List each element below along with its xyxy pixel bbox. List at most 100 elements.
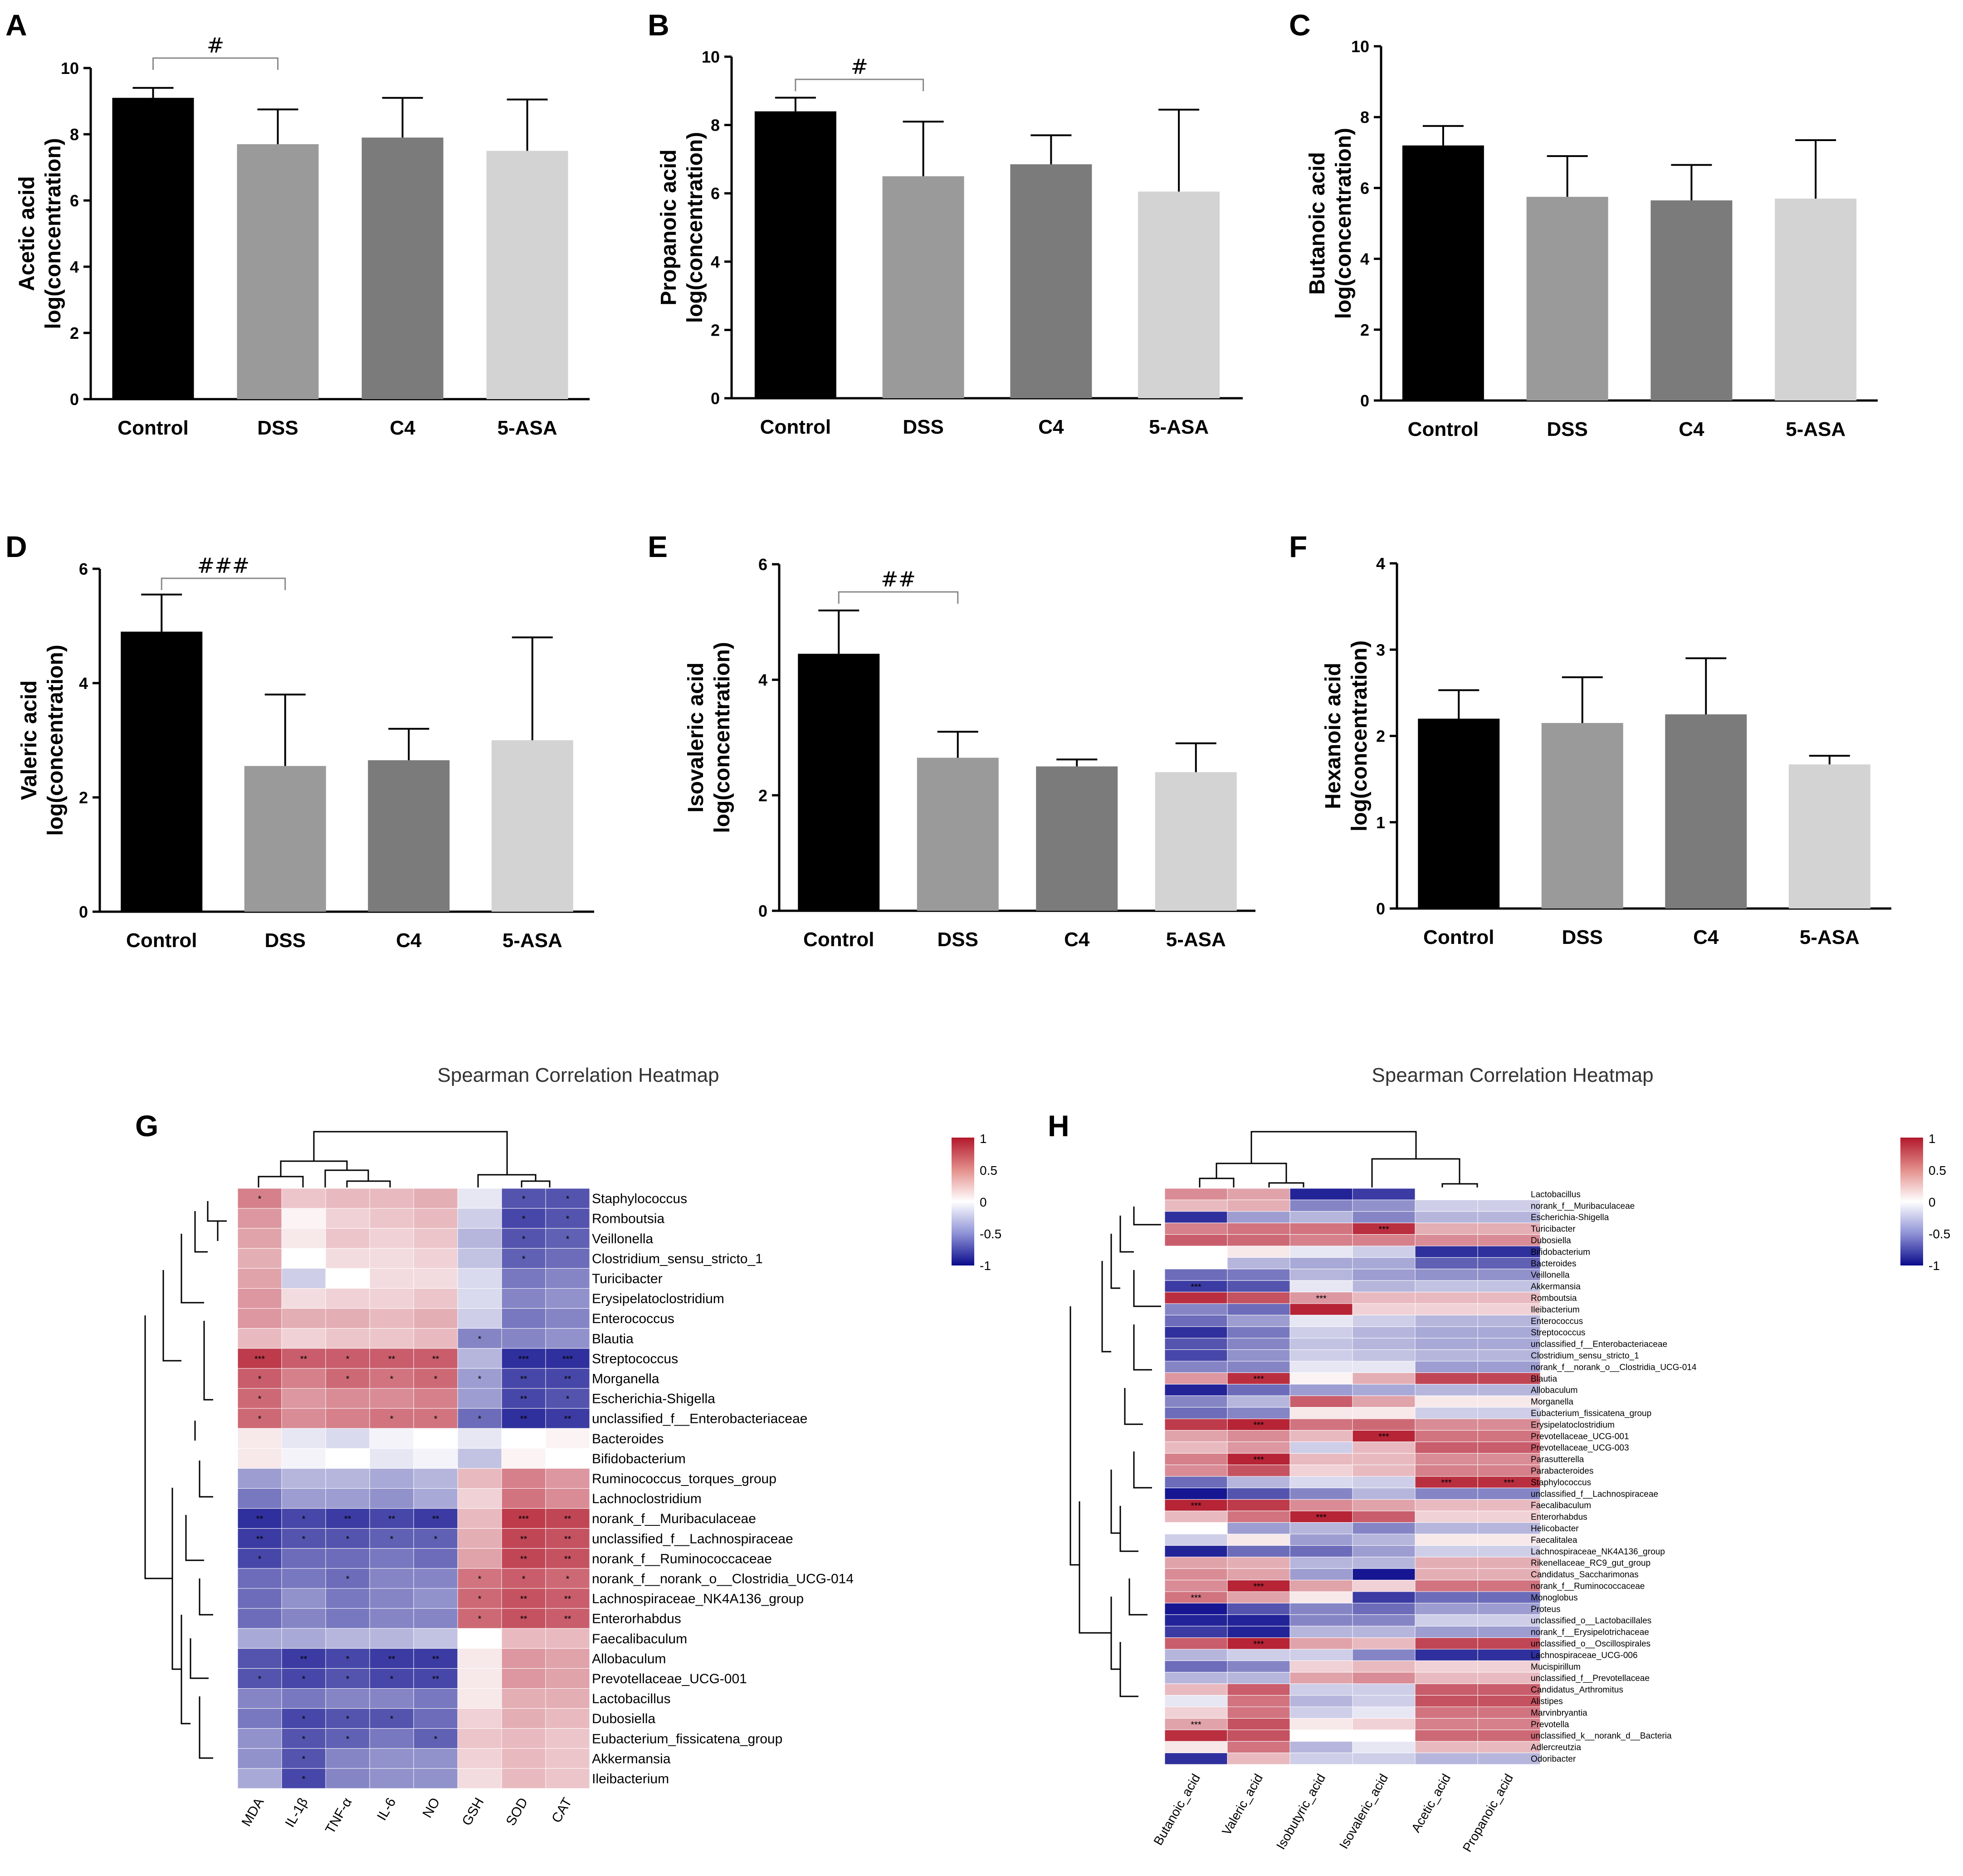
heatmap-cell — [1477, 1476, 1541, 1488]
significance-star: *** — [1253, 1455, 1264, 1465]
heatmap-cell — [413, 1588, 458, 1609]
heatmap-cell — [1227, 1753, 1290, 1765]
heatmap-cell — [501, 1228, 546, 1249]
significance-star: ** — [256, 1514, 264, 1524]
heatmap-cell — [457, 1668, 502, 1689]
heatmap-cell — [325, 1368, 370, 1389]
heatmap-cell — [1415, 1453, 1478, 1466]
heatmap-cell — [1289, 1234, 1353, 1246]
heatmap-cell — [413, 1568, 458, 1589]
heatmap-row-label: Ileibacterium — [1531, 1305, 1580, 1314]
heatmap-cell — [1352, 1660, 1416, 1673]
heatmap-cell — [457, 1428, 502, 1449]
significance-star: ** — [520, 1374, 527, 1384]
heatmap-cell — [1415, 1729, 1478, 1742]
heatmap-cell — [237, 1328, 282, 1349]
heatmap-cell — [1477, 1222, 1541, 1235]
colorbar-h-tick-neg0.5: -0.5 — [1929, 1227, 1950, 1241]
significance-star: *** — [1253, 1639, 1264, 1649]
y-tick-label: 1 — [1376, 813, 1385, 832]
significance-star: * — [522, 1574, 526, 1584]
heatmap-cell — [1227, 1499, 1290, 1511]
heatmap-column-label: Valeric_acid — [1219, 1772, 1265, 1838]
heatmap-cell — [1227, 1591, 1290, 1603]
heatmap-cell — [1352, 1614, 1416, 1627]
heatmap-cell — [1289, 1465, 1353, 1477]
heatmap-cell — [1227, 1292, 1290, 1304]
colorbar-h-tick-neg1: -1 — [1929, 1259, 1940, 1273]
heatmap-cell — [281, 1328, 326, 1349]
heatmap-cell — [1415, 1580, 1478, 1592]
heatmap-cell — [457, 1348, 502, 1369]
heatmap-cell — [325, 1748, 370, 1769]
y-tick-label: 6 — [758, 555, 767, 574]
heatmap-cell — [237, 1688, 282, 1709]
heatmap-cell — [1227, 1234, 1290, 1246]
heatmap-cell — [545, 1708, 590, 1729]
heatmap-cell — [237, 1508, 282, 1529]
heatmap-cell — [457, 1748, 502, 1769]
significance-star: * — [434, 1734, 438, 1744]
heatmap-g-row-dendrogram — [144, 1201, 227, 1759]
heatmap-cell — [1352, 1338, 1416, 1350]
heatmap-cell — [501, 1248, 546, 1269]
heatmap-cell — [281, 1408, 326, 1429]
significance-star: * — [258, 1674, 262, 1684]
y-tick-label: 6 — [711, 184, 720, 203]
heatmap-cell — [1289, 1395, 1353, 1408]
heatmap-row-label: Faecalibaculum — [1531, 1501, 1591, 1510]
heatmap-cell — [281, 1308, 326, 1329]
heatmap-cell — [1477, 1361, 1541, 1373]
y-tick-label: 2 — [711, 321, 720, 339]
category-label: Control — [803, 928, 874, 951]
heatmap-cell — [1289, 1476, 1353, 1488]
heatmap-cell — [1415, 1465, 1478, 1477]
heatmap-cell — [237, 1448, 282, 1469]
significance-star: *** — [1191, 1501, 1201, 1511]
heatmap-cell — [1477, 1729, 1541, 1742]
heatmap-cell — [545, 1648, 590, 1669]
heatmap-row-label: Dubosiella — [592, 1711, 655, 1726]
significance-star: * — [434, 1534, 438, 1544]
heatmap-cell — [1352, 1626, 1416, 1638]
heatmap-cell — [369, 1228, 414, 1249]
colorbar-h-tick-0.5: 0.5 — [1929, 1163, 1946, 1177]
significance-star: ** — [432, 1354, 439, 1364]
significance-star: * — [478, 1334, 482, 1344]
heatmap-cell — [281, 1208, 326, 1229]
heatmap-h-title: Spearman Correlation Heatmap — [1372, 1064, 1653, 1086]
category-label: Control — [760, 416, 831, 438]
bar-control — [798, 654, 880, 911]
heatmap-cell — [1164, 1372, 1228, 1385]
significance-star: * — [390, 1534, 394, 1544]
heatmap-cell — [1352, 1326, 1416, 1339]
significance-label: ### — [197, 553, 250, 578]
significance-star: ** — [388, 1354, 396, 1364]
y-tick-label: 3 — [1376, 640, 1385, 659]
significance-star: * — [258, 1394, 262, 1404]
heatmap-cell — [457, 1688, 502, 1709]
heatmap-cell — [1352, 1407, 1416, 1419]
heatmap-cell — [1477, 1326, 1541, 1339]
heatmap-cell — [1415, 1718, 1478, 1730]
y-axis-title: Acetic acid — [15, 176, 39, 291]
significance-star: * — [346, 1734, 350, 1744]
significance-star: * — [566, 1574, 570, 1584]
heatmap-cell — [1227, 1338, 1290, 1350]
heatmap-cell — [1289, 1683, 1353, 1696]
heatmap-row-label: Odoribacter — [1531, 1754, 1576, 1764]
heatmap-cell — [237, 1228, 282, 1249]
heatmap-cell — [325, 1548, 370, 1569]
bar-dss — [1526, 196, 1608, 401]
heatmap-cell — [1289, 1453, 1353, 1466]
heatmap-cell — [281, 1428, 326, 1449]
heatmap-cell — [1227, 1441, 1290, 1454]
y-tick-label: 6 — [1360, 179, 1369, 197]
bar-dss — [244, 766, 326, 912]
significance-star: *** — [1316, 1294, 1327, 1304]
heatmap-cell — [545, 1488, 590, 1509]
significance-bracket — [152, 57, 278, 70]
heatmap-cell — [281, 1188, 326, 1209]
heatmap-cell — [237, 1548, 282, 1569]
heatmap-cell — [1477, 1580, 1541, 1592]
